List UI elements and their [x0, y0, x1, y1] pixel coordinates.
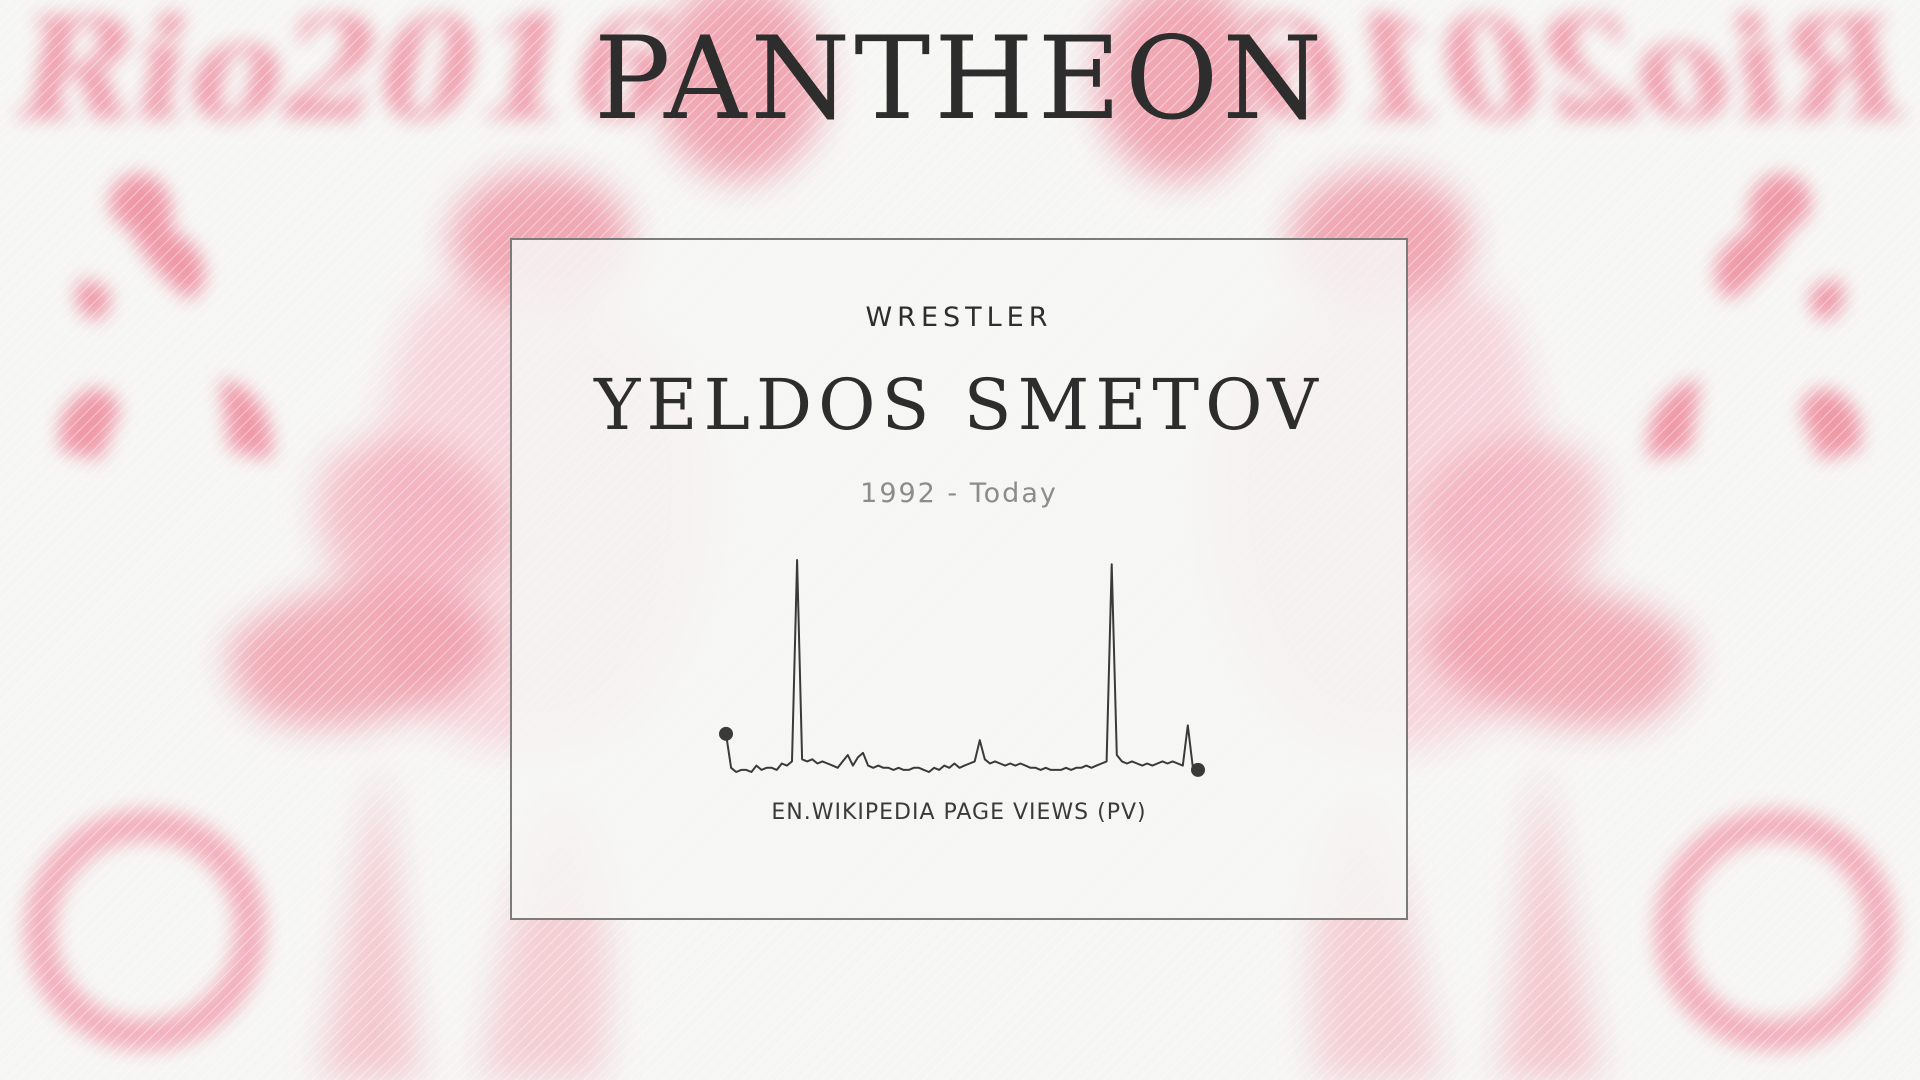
person-name: YELDOS SMETOV [594, 364, 1324, 446]
lifespan: 1992 - Today [860, 478, 1058, 509]
pageviews-end-dot [1191, 762, 1205, 777]
pageviews-line [725, 559, 1199, 773]
occupation-label[interactable]: WRESTLER [865, 302, 1053, 333]
site-logo[interactable]: PANTHEON [593, 12, 1327, 145]
chart-caption: EN.WIKIPEDIA PAGE VIEWS (PV) [771, 800, 1147, 825]
profile-card: WRESTLER YELDOS SMETOV 1992 - Today EN.W… [510, 238, 1408, 920]
pageviews-chart [719, 559, 1205, 777]
pageviews-start-dot [719, 726, 733, 741]
